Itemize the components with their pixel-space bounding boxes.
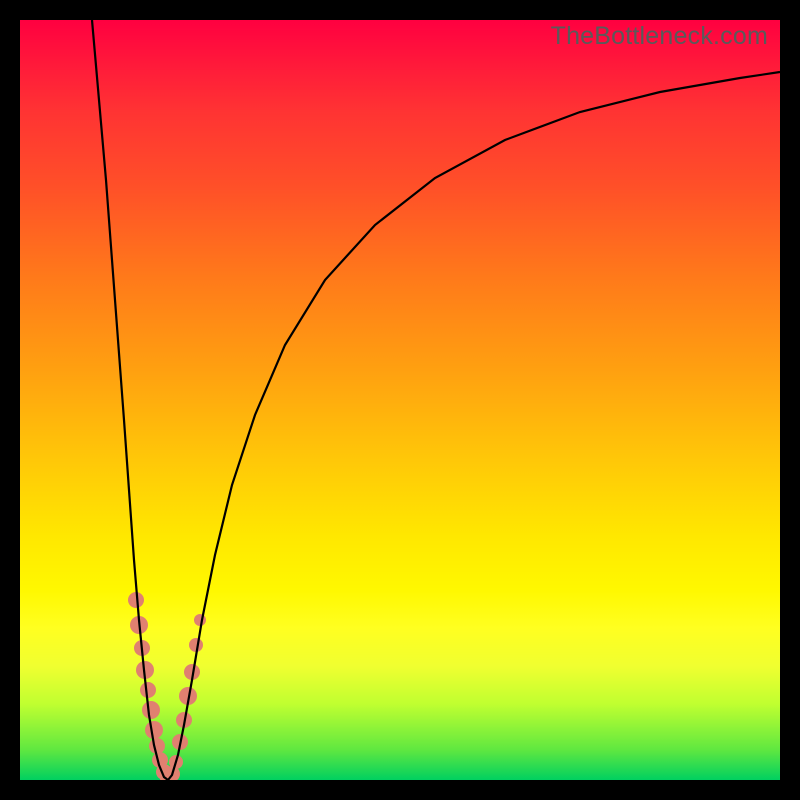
data-marker bbox=[140, 682, 156, 698]
data-marker bbox=[142, 701, 160, 719]
data-marker bbox=[145, 721, 163, 739]
bottleneck-curve bbox=[20, 20, 780, 780]
chart-frame: TheBottleneck.com bbox=[0, 0, 800, 800]
data-marker bbox=[194, 614, 206, 626]
curve-line bbox=[92, 20, 780, 780]
data-marker bbox=[149, 738, 165, 754]
watermark-label: TheBottleneck.com bbox=[551, 22, 768, 51]
plot-area: TheBottleneck.com bbox=[20, 20, 780, 780]
